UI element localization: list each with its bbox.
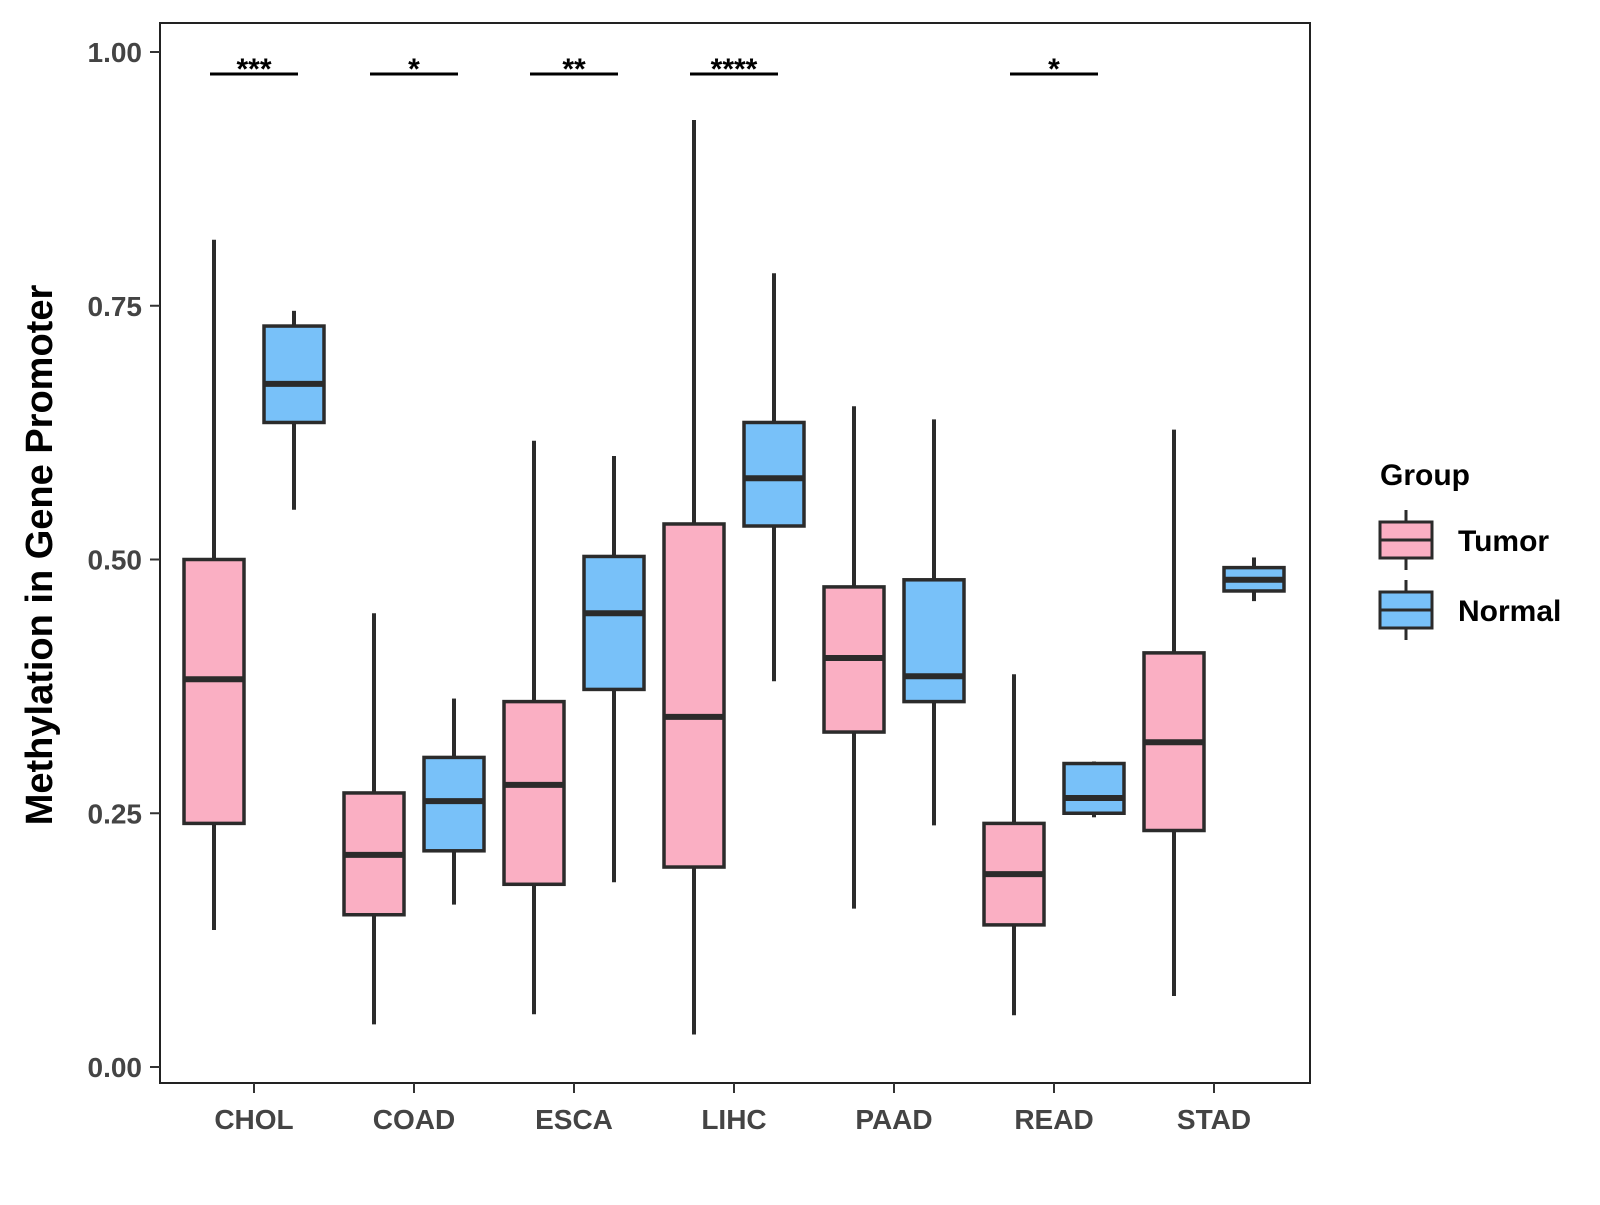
y-tick-label: 1.00 xyxy=(88,37,143,68)
x-tick-label: LIHC xyxy=(701,1104,766,1135)
significance-annotations: *** * ** **** * xyxy=(210,53,1098,86)
box-normal-read xyxy=(1062,761,1126,818)
iqr-box xyxy=(502,699,566,887)
box-tumor-lihc xyxy=(662,120,726,1035)
x-tick-label: PAAD xyxy=(855,1104,932,1135)
box-normal-coad xyxy=(422,698,486,905)
y-tick-label: 0.50 xyxy=(88,545,143,576)
x-tick-label: STAD xyxy=(1177,1104,1251,1135)
iqr-box xyxy=(182,557,246,826)
box-normal-chol xyxy=(262,310,326,510)
y-tick-label: 0.00 xyxy=(88,1052,143,1083)
iqr-box xyxy=(902,578,966,704)
box-normal-lihc xyxy=(742,273,806,682)
plot-panel-border xyxy=(159,22,1311,1084)
iqr-box xyxy=(742,420,806,528)
box-normal-stad xyxy=(1222,557,1286,602)
box-normal-paad xyxy=(902,419,966,826)
legend-label: Normal xyxy=(1458,595,1561,628)
box-groups xyxy=(182,120,1286,1035)
axes: 0.00 0.25 0.50 0.75 1.00 CHOL COAD ESCA LIHC PAAD… xyxy=(88,22,1311,1135)
box-tumor-esca xyxy=(502,440,566,1015)
iqr-box xyxy=(422,755,486,853)
x-tick-label: CHOL xyxy=(214,1104,293,1135)
x-tick-label: COAD xyxy=(373,1104,455,1135)
significance-label: ** xyxy=(562,53,586,86)
significance-label: *** xyxy=(236,53,271,86)
y-axis-title: Methylation in Gene Promoter xyxy=(19,285,61,826)
significance-label: **** xyxy=(711,53,758,86)
legend-label: Tumor xyxy=(1458,525,1549,558)
legend-item-tumor: Tumor xyxy=(1378,510,1549,570)
iqr-box xyxy=(1062,761,1126,816)
iqr-box xyxy=(262,324,326,425)
box-tumor-coad xyxy=(342,613,406,1025)
box-tumor-chol xyxy=(182,239,246,930)
y-tick-label: 0.75 xyxy=(88,291,143,322)
x-tick-label: READ xyxy=(1014,1104,1093,1135)
box-tumor-stad xyxy=(1142,429,1206,996)
legend-title: Group xyxy=(1380,459,1470,492)
legend: Group Tumor Normal xyxy=(1378,459,1561,640)
box-normal-esca xyxy=(582,455,646,883)
significance-label: * xyxy=(408,53,420,86)
legend-item-normal: Normal xyxy=(1378,580,1561,640)
box-tumor-paad xyxy=(822,406,886,909)
iqr-box xyxy=(662,522,726,869)
x-tick-label: ESCA xyxy=(535,1104,613,1135)
significance-label: * xyxy=(1048,53,1060,86)
box-tumor-read xyxy=(982,674,1046,1016)
iqr-box xyxy=(582,554,646,692)
y-tick-label: 0.25 xyxy=(88,798,143,829)
